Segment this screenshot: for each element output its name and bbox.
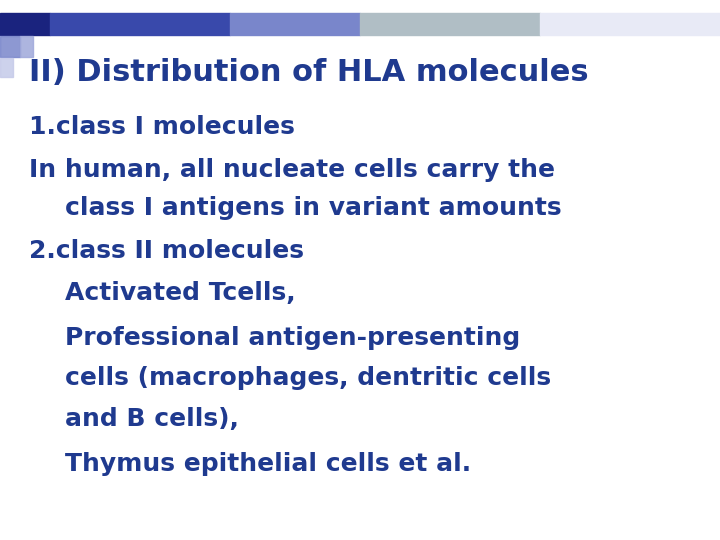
Bar (0, 14, 50, 35)
Text: Activated Tcells,: Activated Tcells, (65, 281, 295, 305)
Text: Thymus epithelial cells et al.: Thymus epithelial cells et al. (65, 453, 471, 476)
Bar (50, 14, 230, 35)
Text: In human, all nucleate cells carry the: In human, all nucleate cells carry the (29, 158, 555, 182)
Bar (0, 36, 20, 57)
Bar (360, 14, 540, 35)
Text: Professional antigen-presenting: Professional antigen-presenting (65, 326, 520, 349)
Text: class I antigens in variant amounts: class I antigens in variant amounts (65, 196, 562, 220)
Text: 1.class I molecules: 1.class I molecules (29, 115, 294, 139)
Text: and B cells),: and B cells), (65, 407, 238, 430)
Bar (20, 36, 33, 57)
Text: 2.class II molecules: 2.class II molecules (29, 239, 304, 263)
Bar (0, 58, 13, 77)
Text: II) Distribution of HLA molecules: II) Distribution of HLA molecules (29, 58, 588, 87)
Bar (540, 14, 720, 35)
Text: cells (macrophages, dentritic cells: cells (macrophages, dentritic cells (65, 366, 551, 390)
Bar (230, 14, 360, 35)
